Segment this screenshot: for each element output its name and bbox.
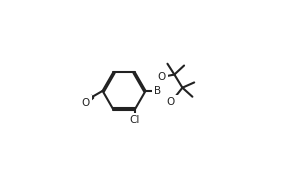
Text: O: O [158, 72, 166, 82]
Text: O: O [81, 98, 90, 108]
Text: Cl: Cl [130, 115, 140, 125]
Text: O: O [167, 97, 175, 107]
Text: B: B [154, 86, 161, 96]
